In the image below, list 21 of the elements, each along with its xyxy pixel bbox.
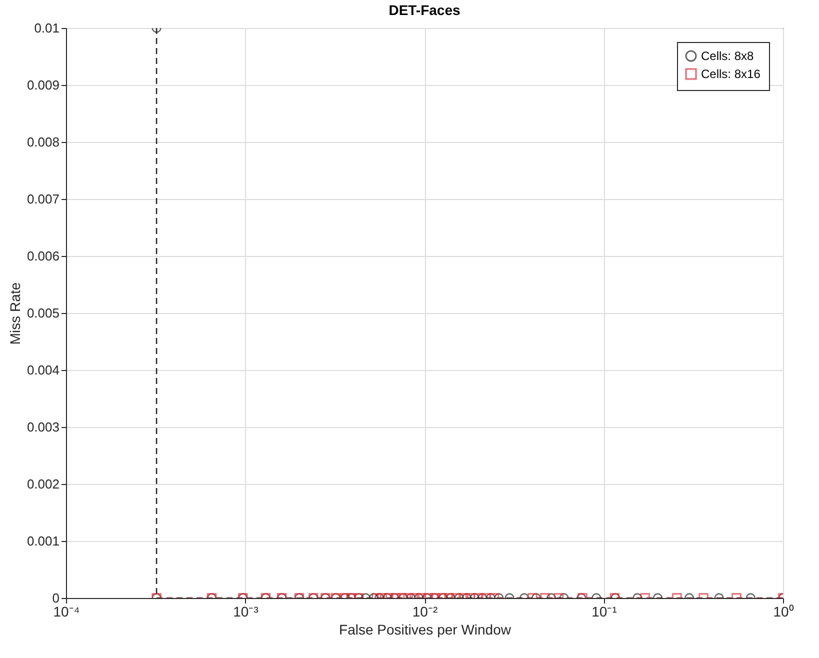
y-tick-label: 0.006 xyxy=(26,248,60,264)
chart-title: DET-Faces xyxy=(388,2,461,18)
y-tick-label: 0.009 xyxy=(26,78,60,92)
legend-label: Cells: 8x8 xyxy=(701,49,754,63)
y-tick-label: 0 xyxy=(52,590,60,606)
x-tick-label: 10⁻³ xyxy=(233,604,259,620)
y-tick-label: 0.005 xyxy=(26,306,60,320)
y-tick-label: 0.003 xyxy=(26,420,60,434)
y-axis-title: Miss Rate xyxy=(6,282,23,345)
x-axis-title: False Positives per Window xyxy=(339,622,512,638)
y-tick-label: 0.001 xyxy=(26,534,60,548)
x-tick-label: 10⁰ xyxy=(773,604,794,620)
y-tick-label: 0.008 xyxy=(26,134,60,150)
y-tick-label: 0.01 xyxy=(34,20,60,36)
x-tick-label: 10⁻² xyxy=(412,604,438,620)
y-tick-label: 0.007 xyxy=(26,192,60,206)
legend-label: Cells: 8x16 xyxy=(701,67,761,81)
x-tick-label: 10⁻⁴ xyxy=(53,604,80,620)
x-tick-label: 10⁻¹ xyxy=(592,604,618,620)
y-tick-label: 0.004 xyxy=(26,362,60,378)
y-tick-label: 0.002 xyxy=(26,476,60,492)
